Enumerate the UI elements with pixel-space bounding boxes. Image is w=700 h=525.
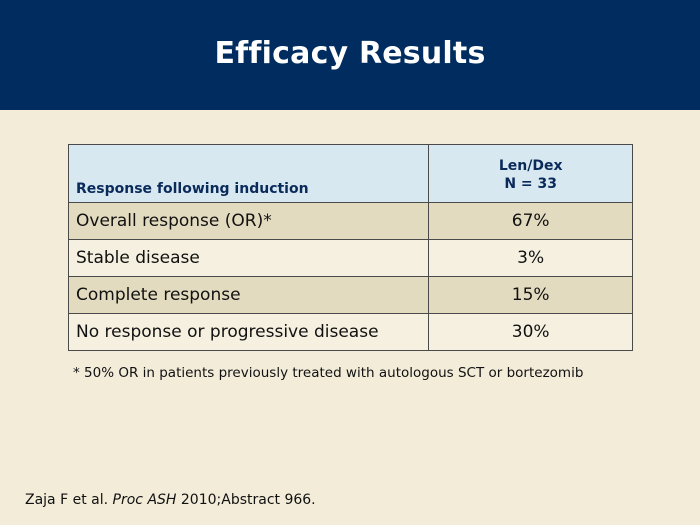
row-label: Complete response <box>67 276 430 314</box>
row-value: 67% <box>428 202 633 240</box>
row-label: Overall response (OR)* <box>67 202 430 240</box>
column-header-response: Response following induction <box>67 144 430 203</box>
slide-title: Efficacy Results <box>214 35 486 71</box>
citation-authors: Zaja F et al. <box>25 492 109 508</box>
row-label: No response or progressive disease <box>67 313 430 351</box>
table-footnote: * 50% OR in patients previously treated … <box>73 365 584 381</box>
citation: Zaja F et al. Proc ASH 2010;Abstract 966… <box>25 492 316 508</box>
column-header-len-dex: Len/Dex N = 33 <box>428 144 633 203</box>
table-row: Stable disease 3% <box>67 239 633 277</box>
table-row: No response or progressive disease 30% <box>67 313 633 351</box>
row-value: 3% <box>428 239 633 277</box>
table-row: Overall response (OR)* 67% <box>67 202 633 240</box>
group-size: N = 33 <box>504 175 558 192</box>
group-name: Len/Dex <box>498 157 563 174</box>
table-header-row: Response following induction Len/Dex N =… <box>67 144 633 203</box>
row-value: 30% <box>428 313 633 351</box>
citation-details: 2010;Abstract 966. <box>180 492 316 508</box>
table-row: Complete response 15% <box>67 276 633 314</box>
citation-journal: Proc ASH <box>112 492 177 508</box>
title-bar: Efficacy Results <box>0 0 700 110</box>
row-value: 15% <box>428 276 633 314</box>
row-label: Stable disease <box>67 239 430 277</box>
efficacy-table: Response following induction Len/Dex N =… <box>67 144 633 351</box>
